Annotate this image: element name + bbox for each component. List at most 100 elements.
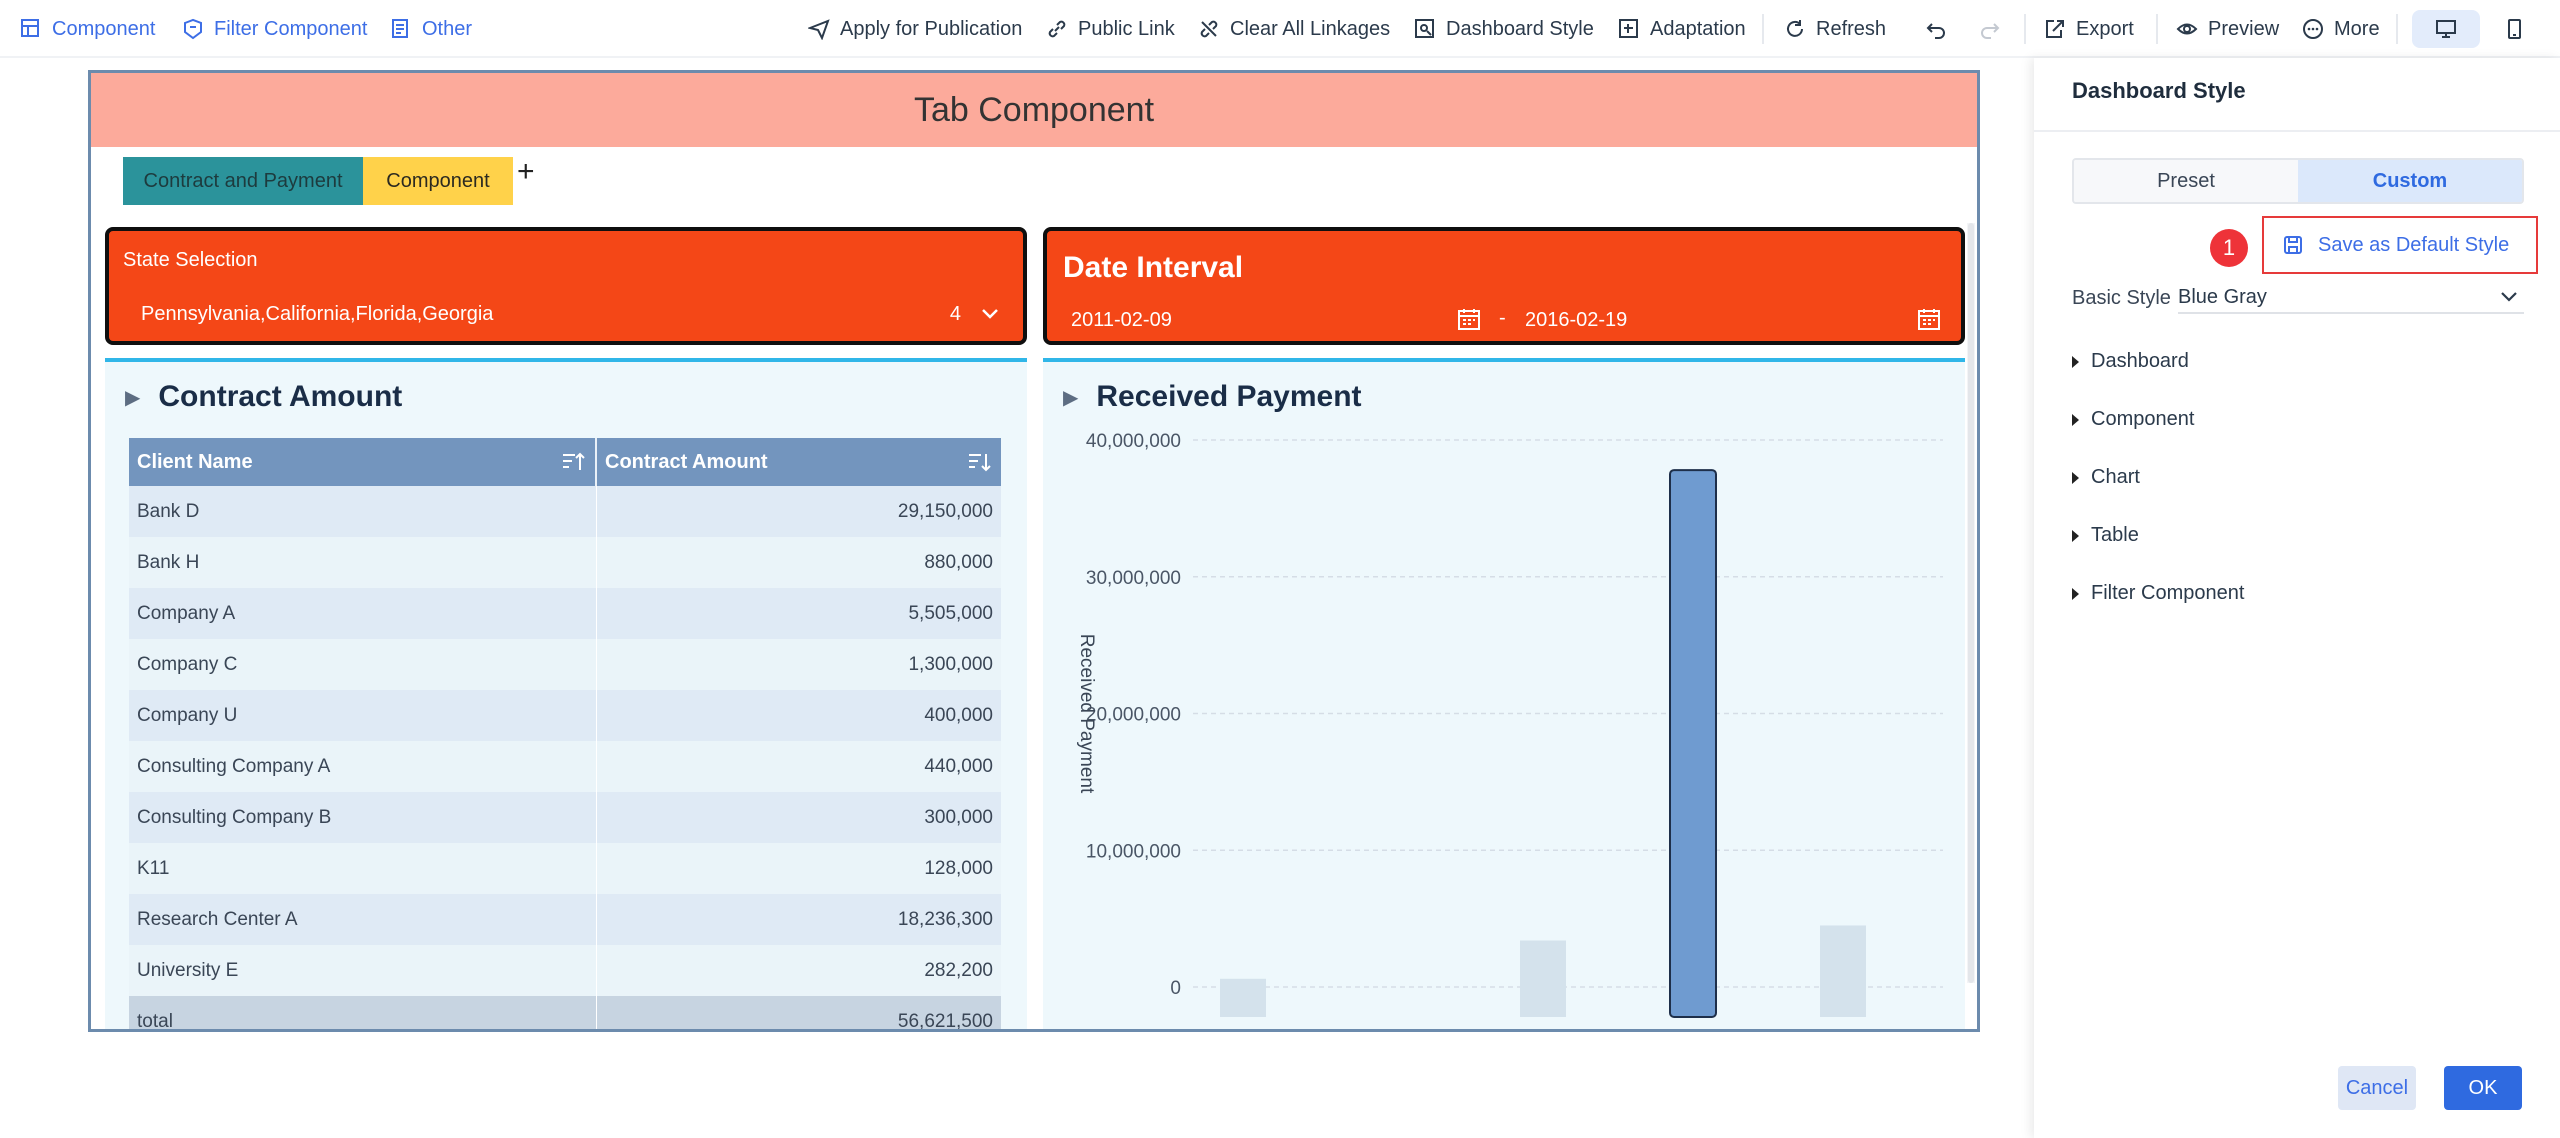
- other-button-label: Other: [422, 17, 473, 40]
- preview-icon: [2176, 23, 2198, 35]
- undo-button[interactable]: [1926, 0, 1948, 58]
- more-button[interactable]: More: [2302, 0, 2380, 58]
- tab-component-title[interactable]: Tab Component: [91, 73, 1977, 147]
- state-selection-filter[interactable]: State Selection Pennsylvania,California,…: [105, 227, 1027, 345]
- table-row[interactable]: Company A 5,505,000: [129, 588, 1001, 639]
- preview-label: Preview: [2208, 17, 2280, 40]
- total-value: 56,621,500: [897, 1010, 993, 1032]
- canvas-scrollbar[interactable]: [1968, 223, 1974, 983]
- redo-button[interactable]: [1978, 0, 2000, 58]
- cell-client-name: Bank D: [129, 486, 597, 537]
- cell-contract-amount: 18,236,300: [897, 908, 993, 930]
- received-payment-panel: ▶ Received Payment 40,000,000 30,000,000 2…: [1043, 358, 1965, 1029]
- chevron-down-icon: [2501, 292, 2517, 302]
- tab-contract-and-payment[interactable]: Contract and Payment: [123, 157, 363, 205]
- section-label: Dashboard: [2091, 350, 2189, 372]
- y-tick-label: 20,000,000: [1086, 705, 1181, 726]
- table-row[interactable]: Bank H 880,000: [129, 537, 1001, 588]
- dashboard-style-button[interactable]: Dashboard Style: [1414, 0, 1594, 58]
- cancel-button[interactable]: Cancel: [2338, 1066, 2416, 1110]
- tab-component[interactable]: Component: [363, 157, 513, 205]
- section-component[interactable]: Component: [2072, 408, 2194, 431]
- cell-contract-amount: 5,505,000: [908, 602, 993, 624]
- dashboard-style-label: Dashboard Style: [1446, 17, 1594, 40]
- cell-client-name: Consulting Company A: [129, 741, 597, 792]
- component-button[interactable]: Component: [20, 0, 155, 58]
- column-header-contract-amount[interactable]: Contract Amount: [597, 438, 1001, 486]
- clear-linkages-button[interactable]: Clear All Linkages: [1198, 0, 1390, 58]
- table-row[interactable]: Consulting Company A 440,000: [129, 741, 1001, 792]
- apply-publication-button[interactable]: Apply for Publication: [808, 0, 1022, 58]
- contract-amount-header[interactable]: ▶ Contract Amount: [125, 380, 402, 414]
- ok-button[interactable]: OK: [2444, 1066, 2522, 1110]
- basic-style-value: Blue Gray: [2178, 285, 2267, 308]
- state-filter-count: 4: [949, 303, 961, 325]
- preset-tab[interactable]: Preset: [2074, 160, 2298, 202]
- expand-triangle-icon: [2072, 355, 2079, 368]
- mobile-view-button[interactable]: [2496, 10, 2532, 48]
- refresh-icon: [1787, 20, 1803, 37]
- panel-divider: [2034, 130, 2560, 132]
- other-button[interactable]: Other: [390, 0, 472, 58]
- save-default-style-button[interactable]: Save as Default Style: [2262, 216, 2538, 274]
- sort-icon[interactable]: [967, 450, 991, 474]
- add-tab-button[interactable]: +: [517, 155, 535, 188]
- mobile-icon: [2508, 19, 2521, 39]
- cell-client-name: Company U: [129, 690, 597, 741]
- clear-linkages-label: Clear All Linkages: [1230, 17, 1391, 40]
- filter-component-button[interactable]: Filter Component: [182, 0, 367, 58]
- table-row[interactable]: Research Center A 18,236,300: [129, 894, 1001, 945]
- chevron-down-icon[interactable]: [979, 303, 1001, 325]
- style-segment-control: Preset Custom: [2072, 158, 2524, 204]
- y-tick-label: 10,000,000: [1086, 841, 1181, 862]
- collapse-triangle-icon[interactable]: ▶: [1063, 386, 1079, 409]
- table-body: Bank D 29,150,000 Bank H 880,000 Company A 5,…: [129, 486, 1001, 1032]
- section-label: Chart: [2091, 466, 2140, 488]
- collapse-triangle-icon[interactable]: ▶: [125, 386, 141, 409]
- public-link-label: Public Link: [1078, 17, 1175, 40]
- table-row[interactable]: Company U 400,000: [129, 690, 1001, 741]
- table-row[interactable]: Bank D 29,150,000: [129, 486, 1001, 537]
- section-label: Table: [2091, 524, 2139, 546]
- state-filter-title: State Selection: [123, 249, 258, 271]
- adaptation-icon: [1619, 19, 1638, 38]
- expand-triangle-icon: [2072, 413, 2079, 426]
- date-start-input[interactable]: 2011-02-09: [1071, 309, 1172, 331]
- section-table[interactable]: Table: [2072, 524, 2139, 547]
- public-link-button[interactable]: Public Link: [1046, 0, 1175, 58]
- desktop-icon: [2436, 20, 2456, 38]
- column-header-client-name[interactable]: Client Name: [129, 438, 597, 486]
- date-interval-filter: Date Interval 2011-02-09 - 2016-02-19: [1043, 227, 1965, 345]
- table-row[interactable]: University E 282,200: [129, 945, 1001, 996]
- cell-contract-amount: 128,000: [924, 857, 993, 879]
- unlink-icon: [1200, 20, 1218, 38]
- toolbar-divider: [1762, 14, 1764, 44]
- component-button-label: Component: [52, 17, 156, 40]
- total-label: total: [129, 996, 597, 1029]
- calendar-icon[interactable]: [1917, 307, 1941, 331]
- desktop-view-button[interactable]: [2412, 10, 2480, 48]
- preview-button[interactable]: Preview: [2176, 0, 2279, 58]
- export-button[interactable]: Export: [2044, 0, 2134, 58]
- expand-triangle-icon: [2072, 587, 2079, 600]
- section-filter-component[interactable]: Filter Component: [2072, 582, 2244, 605]
- received-payment-header[interactable]: ▶ Received Payment: [1063, 380, 1362, 414]
- basic-style-select[interactable]: Blue Gray: [2178, 282, 2524, 314]
- adaptation-button[interactable]: Adaptation: [1618, 0, 1746, 58]
- date-end-input[interactable]: 2016-02-19: [1525, 309, 1628, 331]
- step-badge: 1: [2210, 229, 2248, 267]
- cell-client-name: Consulting Company B: [129, 792, 597, 843]
- tab-bar: Contract and Payment Component +: [91, 147, 1977, 213]
- table-row[interactable]: Company C 1,300,000: [129, 639, 1001, 690]
- contract-table: Client Name Contract Amount Bank D 29,150…: [129, 438, 1001, 1032]
- export-label: Export: [2076, 17, 2134, 40]
- calendar-icon[interactable]: [1457, 307, 1481, 331]
- custom-tab[interactable]: Custom: [2298, 160, 2522, 202]
- section-chart[interactable]: Chart: [2072, 466, 2140, 489]
- table-row[interactable]: K11 128,000: [129, 843, 1001, 894]
- cell-contract-amount: 880,000: [924, 551, 993, 573]
- sort-icon[interactable]: [561, 450, 585, 474]
- section-dashboard[interactable]: Dashboard: [2072, 350, 2189, 373]
- table-row[interactable]: Consulting Company B 300,000: [129, 792, 1001, 843]
- refresh-button[interactable]: Refresh: [1784, 0, 1886, 58]
